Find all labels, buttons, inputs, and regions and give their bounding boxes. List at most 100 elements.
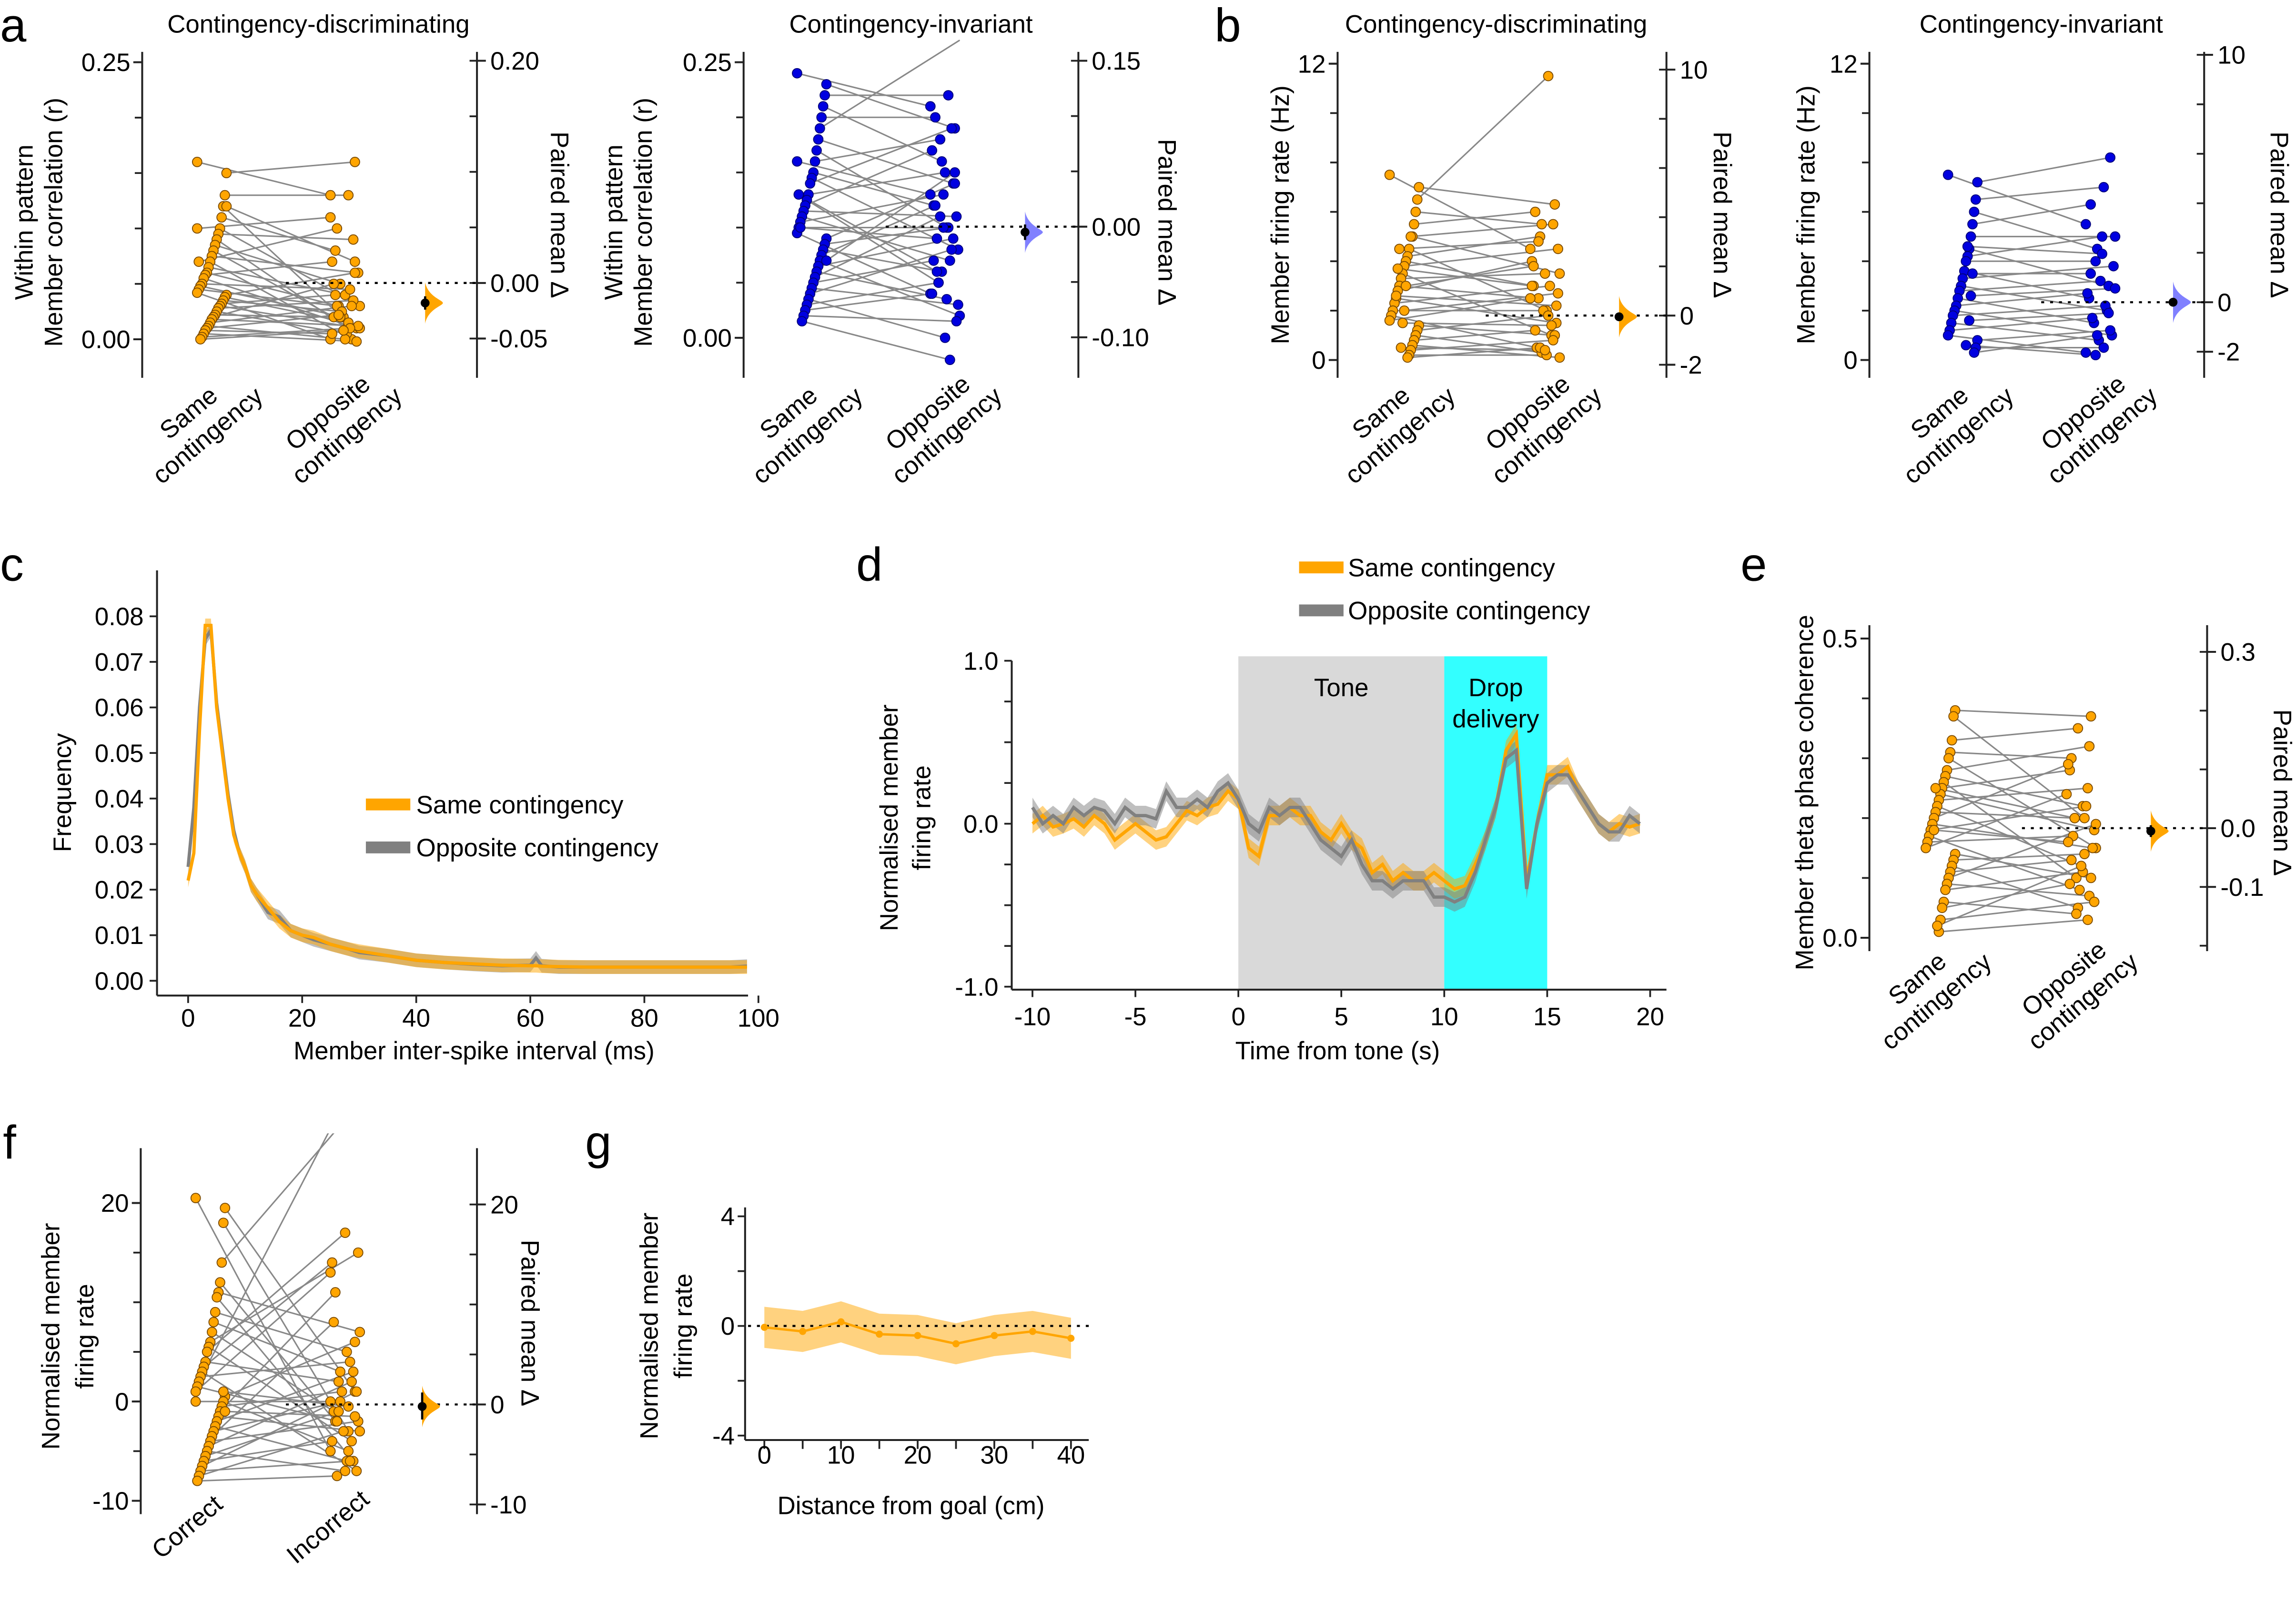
data-point [195,334,206,345]
data-point [948,233,959,244]
y-tick-label: 0.01 [95,922,144,950]
data-point [341,1347,352,1357]
panel-a2: Contingency-invariant 0.25 0.00 0.15 0.00 -0.… [600,10,1181,489]
data-point [816,112,827,123]
data-point [953,299,963,310]
data-point [2074,884,2085,895]
data-point [1399,305,1410,316]
data-point [1942,169,1953,180]
data-point [2097,231,2107,242]
pair-line [1952,304,2105,316]
data-point [1932,921,1942,931]
series-band [1032,741,1640,912]
left-tick-label: 0.25 [683,49,732,77]
y-tick-label: 0.08 [95,603,144,631]
group-label-2: Incorrect [282,1485,375,1570]
data-point [202,1347,212,1357]
y-axis-label-line: Member theta phase coherence [1790,615,1819,970]
data-point [335,1366,346,1377]
y-axis-label: Normalised member firing rate [37,1223,99,1450]
data-point [220,1406,231,1417]
data-point [1972,177,1983,188]
data-point [813,134,824,145]
pair-line [1939,787,2088,801]
data-point [333,309,344,320]
data-point [951,211,962,222]
y-axis-label-line: Member firing rate (Hz) [1792,85,1821,344]
data-point [327,1436,337,1447]
legend-swatch [365,841,411,853]
pair-line [1959,280,2101,292]
pair-line [1948,174,2086,225]
pair-line [210,261,352,340]
pair-line [218,300,354,309]
pair-line [202,327,350,338]
data-point [2066,854,2077,865]
data-point [930,200,941,211]
data-point [925,101,936,112]
data-point [814,123,825,134]
y-tick-label: 0.06 [95,694,144,722]
data-point [1396,342,1406,353]
pair-line [1397,268,1532,287]
pair-line [205,329,333,335]
data-point [330,1287,341,1298]
data-point [212,1292,223,1303]
pair-line [1931,805,2086,831]
x-tick-label: 80 [630,1004,658,1033]
pair-line [206,272,339,307]
data-point [1962,241,1973,252]
data-point [2061,789,2072,800]
y-tick-label: 0.04 [95,785,144,813]
data-point [354,1426,365,1437]
pair-line [1935,811,2075,819]
pair-line [806,199,939,284]
group-label-2-line: Incorrect [282,1485,375,1570]
data-point [215,1277,225,1288]
x-tick-label: 0 [758,1441,771,1470]
pair-line [797,161,931,195]
data-point [2087,313,2098,324]
data-point [935,134,946,145]
pair-line [197,1475,337,1482]
pair-line [801,215,951,262]
data-point [328,278,339,289]
delta-distribution [2151,810,2169,852]
pair-line [1972,203,2091,225]
y-axis-label-line: Normalised member [37,1223,65,1450]
data-point [2085,873,2096,883]
x-tick-label: 40 [1057,1441,1085,1470]
delta-mean-point [1614,312,1624,322]
pair-line [1969,312,2109,322]
pair-line [211,1321,334,1437]
data-point [1554,352,1565,363]
data-point [1967,268,1978,279]
y-axis-label-line: firing rate [669,1273,698,1378]
x-tick-label: 20 [288,1004,316,1033]
right-tick-label: 0.15 [1092,47,1141,75]
pair-line [205,1361,339,1383]
data-point [1414,182,1425,193]
delta-distribution [1025,211,1043,253]
panel-letter-f: f [3,1116,16,1169]
data-point [340,1466,351,1476]
data-point [819,90,830,101]
data-point [333,1376,344,1387]
data-point [190,1386,201,1397]
data-point [346,1376,357,1387]
data-point [809,156,820,167]
y-tick-label: -1.0 [955,973,998,1001]
right-tick-label: -0.1 [2220,873,2264,902]
right-tick-label: 0.3 [2220,639,2255,667]
data-point [210,1307,221,1318]
data-point [221,168,232,179]
right-tick-label: 0 [1680,302,1694,330]
data-point [190,1396,201,1407]
data-point [1553,288,1563,299]
data-point [944,255,955,266]
data-point [2108,261,2119,272]
data-point [1545,281,1555,291]
data-point [805,178,816,189]
